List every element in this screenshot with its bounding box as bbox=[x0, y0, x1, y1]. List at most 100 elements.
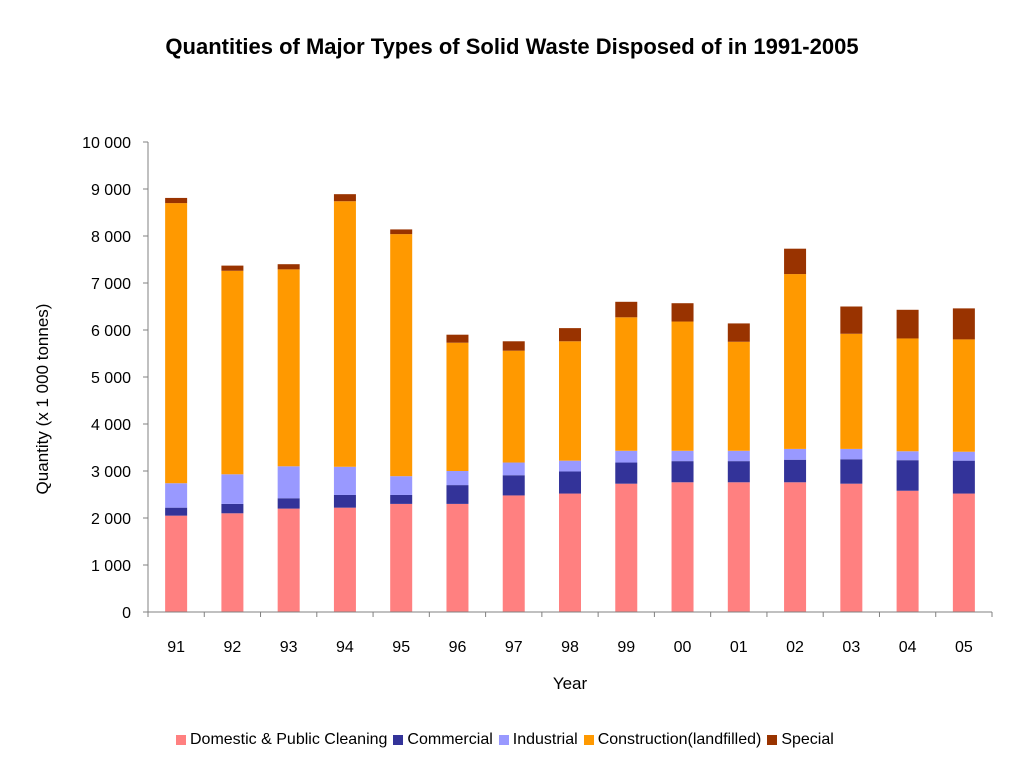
x-tick-label: 95 bbox=[392, 639, 410, 656]
bar-segment bbox=[896, 309, 919, 339]
bar-segment bbox=[446, 334, 469, 343]
bar-segment bbox=[671, 450, 694, 462]
legend-label: Industrial bbox=[512, 731, 578, 748]
legend-swatch bbox=[176, 735, 186, 745]
bar-segment bbox=[390, 229, 413, 235]
bar-segment bbox=[221, 474, 244, 504]
bar-segment bbox=[784, 248, 807, 275]
bar-segment bbox=[896, 460, 919, 491]
bar-segment bbox=[446, 342, 469, 471]
bar-segment bbox=[221, 513, 244, 612]
bar-segment bbox=[896, 490, 919, 612]
labels-layer: 91 92 93 94 95 96 97 98 99 00 01 02 03 04 05 0 1 000 2 00… bbox=[33, 135, 973, 693]
bar-segment bbox=[559, 341, 581, 461]
x-tick-label: 94 bbox=[336, 639, 354, 656]
bars-layer bbox=[165, 194, 975, 612]
bar-segment bbox=[390, 503, 413, 612]
bar-segment bbox=[727, 482, 750, 612]
legend: Domestic & Public Cleaning Commercial Indu… bbox=[176, 730, 840, 750]
y-axis-title: Quantity (x 1 000 tonnes) bbox=[33, 304, 52, 495]
bar-segment bbox=[840, 448, 863, 460]
bar-segment bbox=[502, 462, 525, 476]
legend-item: Commercial bbox=[393, 731, 493, 749]
legend-item: Construction(landfilled) bbox=[583, 731, 761, 749]
x-tick-label: 91 bbox=[167, 639, 185, 656]
bar-segment bbox=[277, 498, 300, 509]
x-tick-label: 92 bbox=[224, 639, 242, 656]
bar-segment bbox=[165, 515, 188, 612]
x-tick-label: 02 bbox=[786, 639, 804, 656]
bar-segment bbox=[615, 317, 638, 451]
bar-segment bbox=[333, 466, 356, 495]
bar-segment bbox=[952, 308, 975, 340]
legend-label: Special bbox=[781, 731, 834, 748]
axes-layer bbox=[143, 141, 993, 617]
bar-segment bbox=[671, 321, 694, 451]
bar-segment bbox=[559, 493, 581, 612]
legend-swatch bbox=[498, 735, 509, 745]
legend-item: Industrial bbox=[498, 731, 578, 749]
bar-segment bbox=[615, 483, 638, 612]
bar-segment bbox=[221, 265, 244, 271]
bar-segment bbox=[952, 451, 975, 461]
y-tick-label: 0 bbox=[122, 605, 131, 622]
bar-segment bbox=[277, 466, 300, 499]
bar-segment bbox=[390, 476, 413, 495]
bar-segment bbox=[952, 339, 975, 452]
x-tick-label: 03 bbox=[842, 639, 860, 656]
x-tick-label: 93 bbox=[280, 639, 298, 656]
bar-segment bbox=[615, 301, 638, 318]
x-tick-label: 04 bbox=[899, 639, 917, 656]
bar-segment bbox=[727, 341, 750, 451]
y-tick-label: 10 000 bbox=[82, 135, 131, 152]
legend-label: Domestic & Public Cleaning bbox=[190, 731, 388, 748]
x-tick-label: 98 bbox=[561, 639, 579, 656]
x-tick-label: 00 bbox=[674, 639, 692, 656]
bar-segment bbox=[165, 507, 188, 516]
bar-segment bbox=[952, 460, 975, 494]
y-tick-label: 1 000 bbox=[91, 558, 131, 575]
bar-segment bbox=[952, 493, 975, 612]
bar-segment bbox=[446, 503, 469, 612]
bar-segment bbox=[390, 494, 413, 504]
bar-segment bbox=[896, 338, 919, 452]
x-tick-label: 99 bbox=[617, 639, 635, 656]
legend-swatch bbox=[393, 735, 404, 745]
x-axis-title: Year bbox=[553, 674, 588, 693]
y-tick-label: 9 000 bbox=[91, 182, 131, 199]
bar-segment bbox=[840, 483, 863, 612]
bar-segment bbox=[615, 462, 638, 484]
bar-segment bbox=[333, 201, 356, 467]
bar-segment bbox=[502, 350, 525, 463]
y-tick-label: 7 000 bbox=[91, 276, 131, 293]
bar-segment bbox=[277, 264, 300, 270]
bar-segment bbox=[784, 448, 807, 460]
legend-item: Special bbox=[767, 731, 834, 749]
bar-segment bbox=[446, 485, 469, 504]
x-tick-label: 97 bbox=[505, 639, 523, 656]
bar-segment bbox=[333, 494, 356, 508]
bar-segment bbox=[727, 323, 750, 342]
bar-segment bbox=[221, 270, 244, 475]
chart-panel: 91 92 93 94 95 96 97 98 99 00 01 02 03 04 05 0 1 000 2 00… bbox=[12, 86, 1020, 762]
x-tick-label: 96 bbox=[449, 639, 467, 656]
bar-segment bbox=[840, 459, 863, 484]
x-tick-label: 01 bbox=[730, 639, 748, 656]
bar-segment bbox=[277, 269, 300, 467]
y-tick-label: 8 000 bbox=[91, 229, 131, 246]
bar-segment bbox=[559, 460, 581, 472]
x-tick-label: 05 bbox=[955, 639, 973, 656]
bar-segment bbox=[502, 341, 525, 351]
bar-segment bbox=[671, 303, 694, 322]
bar-segment bbox=[165, 203, 188, 484]
bar-segment bbox=[277, 508, 300, 612]
bar-segment bbox=[840, 306, 863, 334]
y-tick-label: 5 000 bbox=[91, 370, 131, 387]
y-tick-label: 4 000 bbox=[91, 417, 131, 434]
y-tick-label: 2 000 bbox=[91, 511, 131, 528]
bar-segment bbox=[333, 194, 356, 202]
y-tick-label: 3 000 bbox=[91, 464, 131, 481]
bar-segment bbox=[559, 328, 581, 342]
bar-segment bbox=[784, 274, 807, 449]
legend-label: Commercial bbox=[407, 731, 493, 748]
